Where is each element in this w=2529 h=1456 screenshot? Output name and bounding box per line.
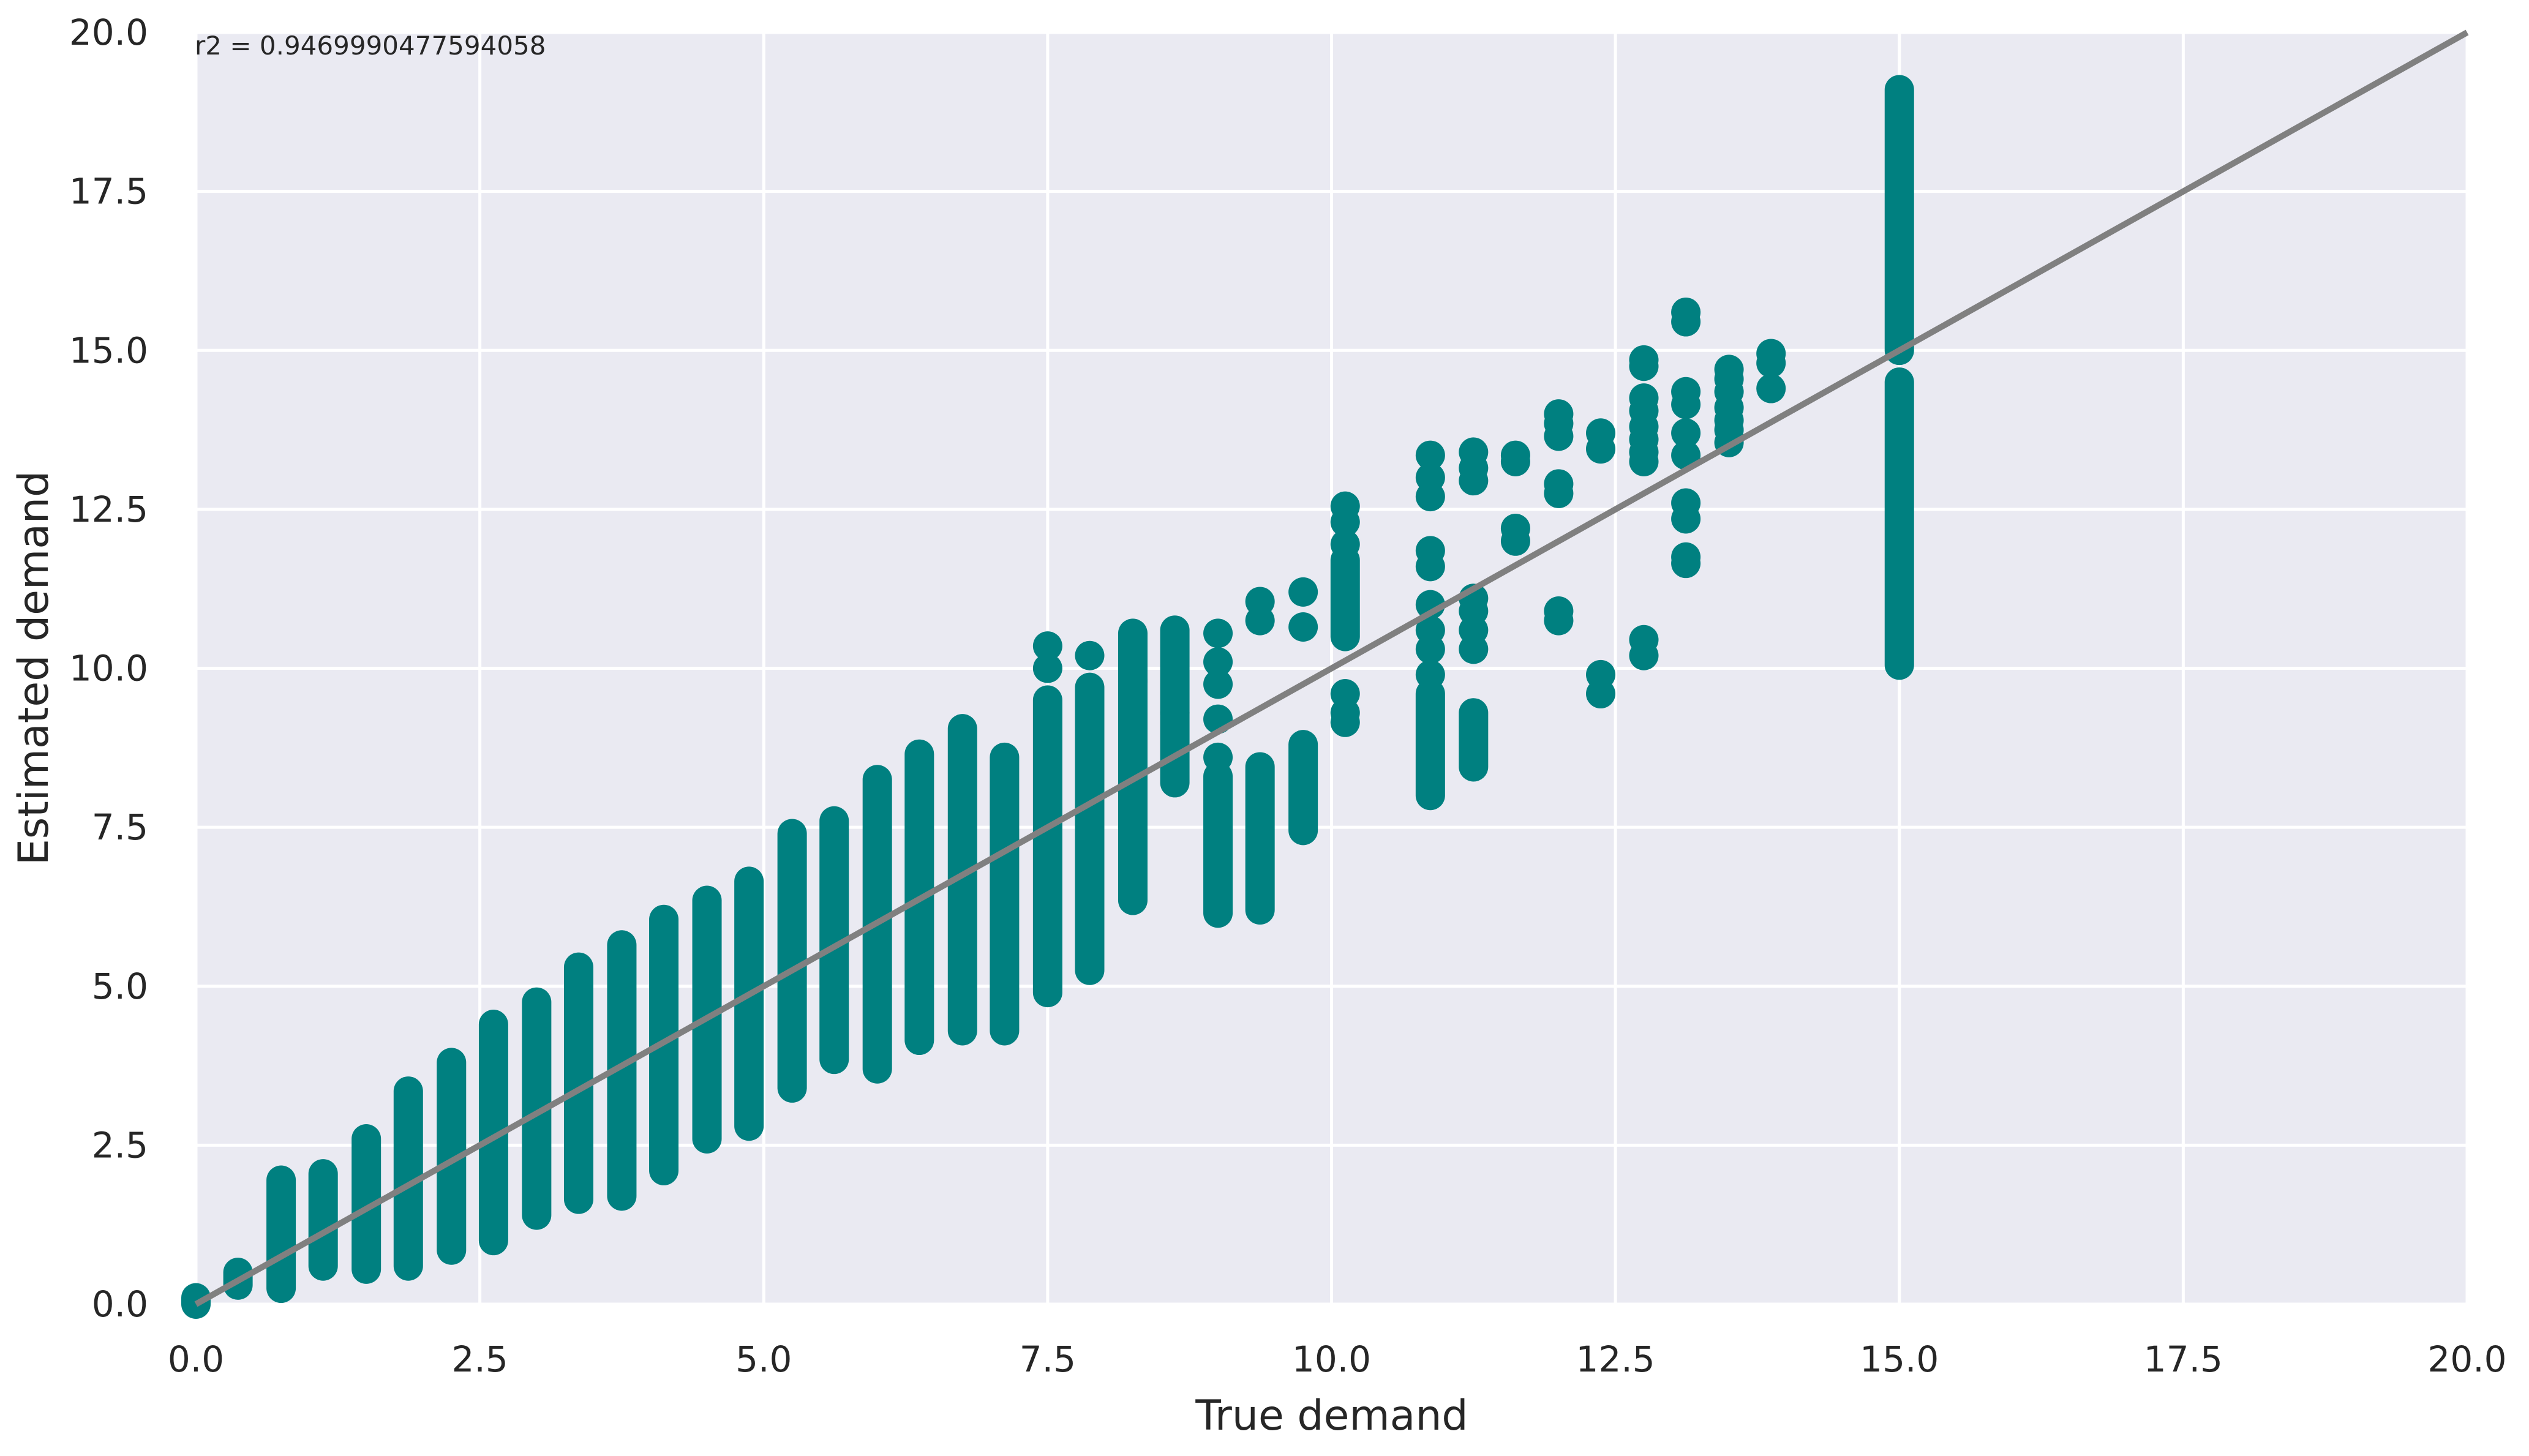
data-point xyxy=(1629,446,1659,476)
y-tick-label: 17.5 xyxy=(69,171,148,212)
data-point xyxy=(1586,679,1616,709)
x-tick-label: 12.5 xyxy=(1576,1338,1655,1380)
identity-reference-line xyxy=(194,29,2469,1307)
y-tick-label: 12.5 xyxy=(69,489,148,530)
data-point xyxy=(1245,606,1275,636)
y-tick-label: 7.5 xyxy=(92,806,148,848)
data-point xyxy=(1500,446,1530,476)
data-point xyxy=(1671,418,1701,448)
x-tick-label: 7.5 xyxy=(1020,1338,1076,1380)
x-tick-label: 5.0 xyxy=(735,1338,792,1380)
data-point xyxy=(1415,440,1445,470)
data-point xyxy=(1671,549,1701,579)
y-tick-label: 5.0 xyxy=(92,966,148,1007)
data-point xyxy=(1415,659,1445,689)
data-point xyxy=(1032,653,1062,683)
data-point xyxy=(1756,373,1786,403)
data-point xyxy=(1203,618,1233,648)
data-point xyxy=(1629,640,1659,670)
y-axis-label: Estimated demand xyxy=(10,471,58,865)
data-point xyxy=(1288,577,1318,607)
data-point xyxy=(1330,707,1360,737)
data-point xyxy=(1671,504,1701,534)
data-point xyxy=(1032,631,1062,661)
data-point xyxy=(1586,434,1616,464)
r2-annotation: r2 = 0.9469990477594058 xyxy=(195,31,546,61)
data-point xyxy=(1459,634,1489,664)
data-point xyxy=(1330,507,1360,537)
data-points xyxy=(181,75,1914,1319)
y-tick-label: 15.0 xyxy=(69,329,148,371)
data-point xyxy=(1330,529,1360,559)
x-tick-label: 17.5 xyxy=(2144,1338,2223,1380)
y-tick-labels: 0.0 2.5 5.0 7.5 10.0 12.5 15.0 17.5 20.0 xyxy=(69,12,148,1325)
data-point xyxy=(1415,634,1445,664)
y-tick-label: 2.5 xyxy=(92,1124,148,1166)
x-tick-label: 20.0 xyxy=(2427,1338,2506,1380)
x-axis-label: True demand xyxy=(1195,1392,1468,1440)
data-point xyxy=(1203,742,1233,772)
data-point xyxy=(1544,478,1574,508)
data-point xyxy=(1415,552,1445,582)
data-point xyxy=(1544,606,1574,636)
data-point xyxy=(1500,526,1530,556)
data-point xyxy=(1415,482,1445,512)
data-point xyxy=(1459,466,1489,496)
data-point xyxy=(1671,389,1701,419)
data-point xyxy=(1629,351,1659,381)
data-point xyxy=(1756,348,1786,378)
data-point xyxy=(1203,669,1233,699)
x-tick-label: 10.0 xyxy=(1292,1338,1371,1380)
x-tick-label: 15.0 xyxy=(1860,1338,1939,1380)
data-point xyxy=(1118,666,1148,696)
y-tick-label: 0.0 xyxy=(92,1283,148,1325)
x-tick-labels: 0.0 2.5 5.0 7.5 10.0 12.5 15.0 17.5 20.0 xyxy=(168,1338,2507,1380)
data-point xyxy=(1671,307,1701,337)
x-tick-label: 2.5 xyxy=(452,1338,508,1380)
x-tick-label: 0.0 xyxy=(168,1338,224,1380)
y-tick-label: 10.0 xyxy=(69,648,148,689)
data-point xyxy=(1075,640,1105,670)
data-point xyxy=(1288,612,1318,642)
data-point xyxy=(1160,698,1190,728)
y-tick-label: 20.0 xyxy=(69,12,148,53)
data-point xyxy=(1203,647,1233,677)
data-point xyxy=(1544,421,1574,451)
